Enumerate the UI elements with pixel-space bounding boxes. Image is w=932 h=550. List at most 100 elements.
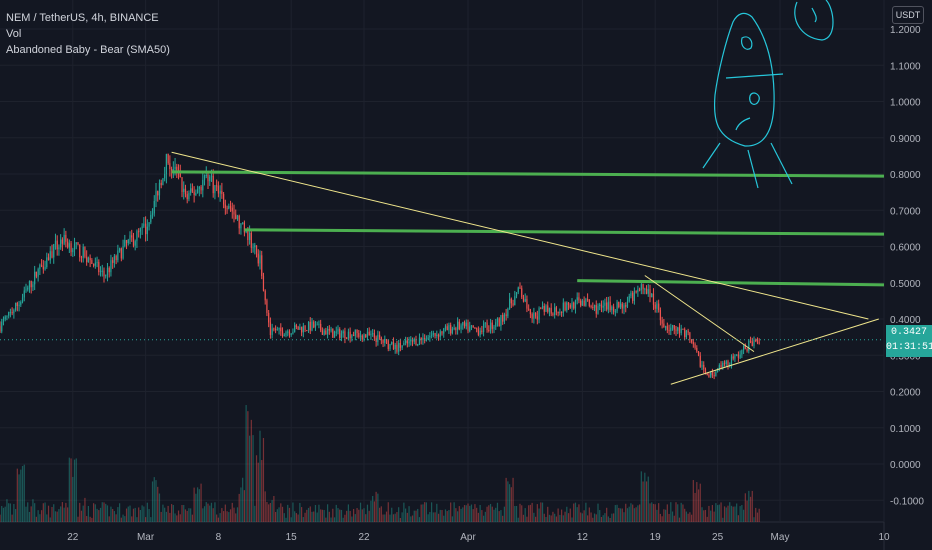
- candle-body: [742, 345, 745, 351]
- volume-bar: [602, 515, 604, 522]
- candle-body: [23, 290, 25, 298]
- x-tick-label: Mar: [137, 532, 155, 543]
- volume-bar: [436, 503, 438, 522]
- candle-body: [352, 335, 355, 337]
- candle-body: [285, 332, 287, 336]
- doodle-band: [725, 73, 784, 79]
- candle-body: [287, 331, 289, 333]
- candle-body: [30, 281, 32, 288]
- volume-bar: [321, 509, 324, 522]
- candle-body: [209, 176, 211, 182]
- candle-body: [481, 330, 483, 332]
- volume-label[interactable]: Vol: [6, 28, 22, 40]
- horizontal-levels[interactable]: [171, 170, 885, 287]
- volume-bar: [61, 502, 64, 522]
- candle-body: [106, 267, 109, 275]
- y-tick-label: 0.2000: [890, 388, 921, 399]
- candle-body: [316, 324, 318, 326]
- volume-bar: [280, 503, 282, 522]
- candle-body: [134, 241, 136, 246]
- volume-bar: [540, 502, 542, 522]
- volume-bar: [247, 411, 249, 522]
- volume-bar: [254, 505, 256, 522]
- candle-body: [437, 334, 440, 337]
- volume-bar: [638, 504, 641, 522]
- candle-body: [37, 269, 39, 277]
- volume-bar: [23, 464, 25, 522]
- volume-bar: [105, 503, 107, 522]
- indicator-label[interactable]: Abandoned Baby - Bear (SMA50): [6, 44, 170, 56]
- candle-body: [314, 324, 317, 328]
- candle-body: [54, 240, 57, 245]
- volume-bar: [44, 502, 46, 522]
- candle-body: [217, 186, 220, 194]
- volume-bar: [326, 504, 329, 522]
- volume-bar: [559, 514, 561, 522]
- volume-bar: [273, 495, 275, 522]
- volume-bar: [346, 510, 348, 522]
- candle-body: [129, 235, 131, 240]
- volume-bar: [370, 500, 372, 522]
- candle-body: [756, 340, 759, 343]
- candle-body: [224, 204, 226, 209]
- volume-bar: [257, 462, 259, 522]
- price-axis[interactable]: 1.2000 1.1000 1.0000 0.9000 0.8000 0.7000 0.60…: [890, 25, 924, 507]
- volume-bar: [469, 505, 471, 522]
- volume-bar: [129, 505, 131, 522]
- candle-body: [280, 327, 282, 332]
- volume-bar: [30, 506, 32, 522]
- candle-body: [391, 341, 393, 345]
- volume-bar: [54, 511, 57, 522]
- volume-bar: [614, 505, 616, 522]
- candle-body: [58, 247, 60, 250]
- volume-bar: [725, 507, 727, 522]
- doodle-drawing[interactable]: [702, 0, 834, 189]
- currency-button[interactable]: USDT: [892, 6, 924, 24]
- candle-body: [486, 322, 488, 330]
- candle-body: [21, 297, 24, 302]
- volume-bar: [458, 506, 460, 522]
- candle-body: [521, 288, 523, 298]
- candle-body: [495, 322, 497, 327]
- volume-bar: [404, 508, 407, 522]
- candle-body: [60, 239, 62, 248]
- volume-bar: [479, 504, 481, 522]
- volume-bar: [661, 516, 663, 522]
- volume-bar: [144, 517, 147, 522]
- candle-body: [40, 265, 43, 267]
- candle-body: [571, 302, 573, 308]
- time-axis[interactable]: 22 Mar 8 15 22 Apr 12 19 25 May 10: [67, 532, 890, 543]
- volume-bar: [451, 516, 454, 522]
- volume-bar: [84, 497, 86, 522]
- volume-bar: [694, 492, 696, 522]
- candle-body: [56, 240, 58, 250]
- candle-body: [151, 213, 154, 215]
- candle-body: [108, 267, 110, 273]
- volume-bar: [94, 504, 96, 522]
- volume-bar: [34, 503, 36, 522]
- volume-bar: [209, 505, 211, 522]
- volume-bar: [441, 510, 443, 522]
- candle-body: [663, 323, 665, 328]
- candle-body: [557, 311, 559, 314]
- candle-body: [77, 242, 79, 245]
- trendlines[interactable]: [171, 151, 879, 385]
- candle-body: [701, 364, 703, 367]
- volume-bar: [751, 490, 753, 522]
- x-tick-label: 8: [216, 532, 222, 543]
- volume-bar: [287, 504, 289, 522]
- candle-body: [396, 344, 398, 352]
- volume-bar: [229, 509, 232, 522]
- candle-body: [144, 223, 147, 235]
- volume-bar: [354, 514, 356, 522]
- volume-bar: [153, 477, 155, 522]
- symbol-line[interactable]: NEM / TetherUS, 4h, BINANCE: [6, 12, 159, 24]
- candle-body: [725, 361, 727, 364]
- volume-bar: [699, 483, 701, 522]
- candle-body: [749, 340, 752, 342]
- volume-bar: [424, 502, 426, 522]
- candle-body: [254, 245, 256, 248]
- volume-bar: [294, 511, 296, 522]
- y-tick-label: 0.1000: [890, 424, 921, 435]
